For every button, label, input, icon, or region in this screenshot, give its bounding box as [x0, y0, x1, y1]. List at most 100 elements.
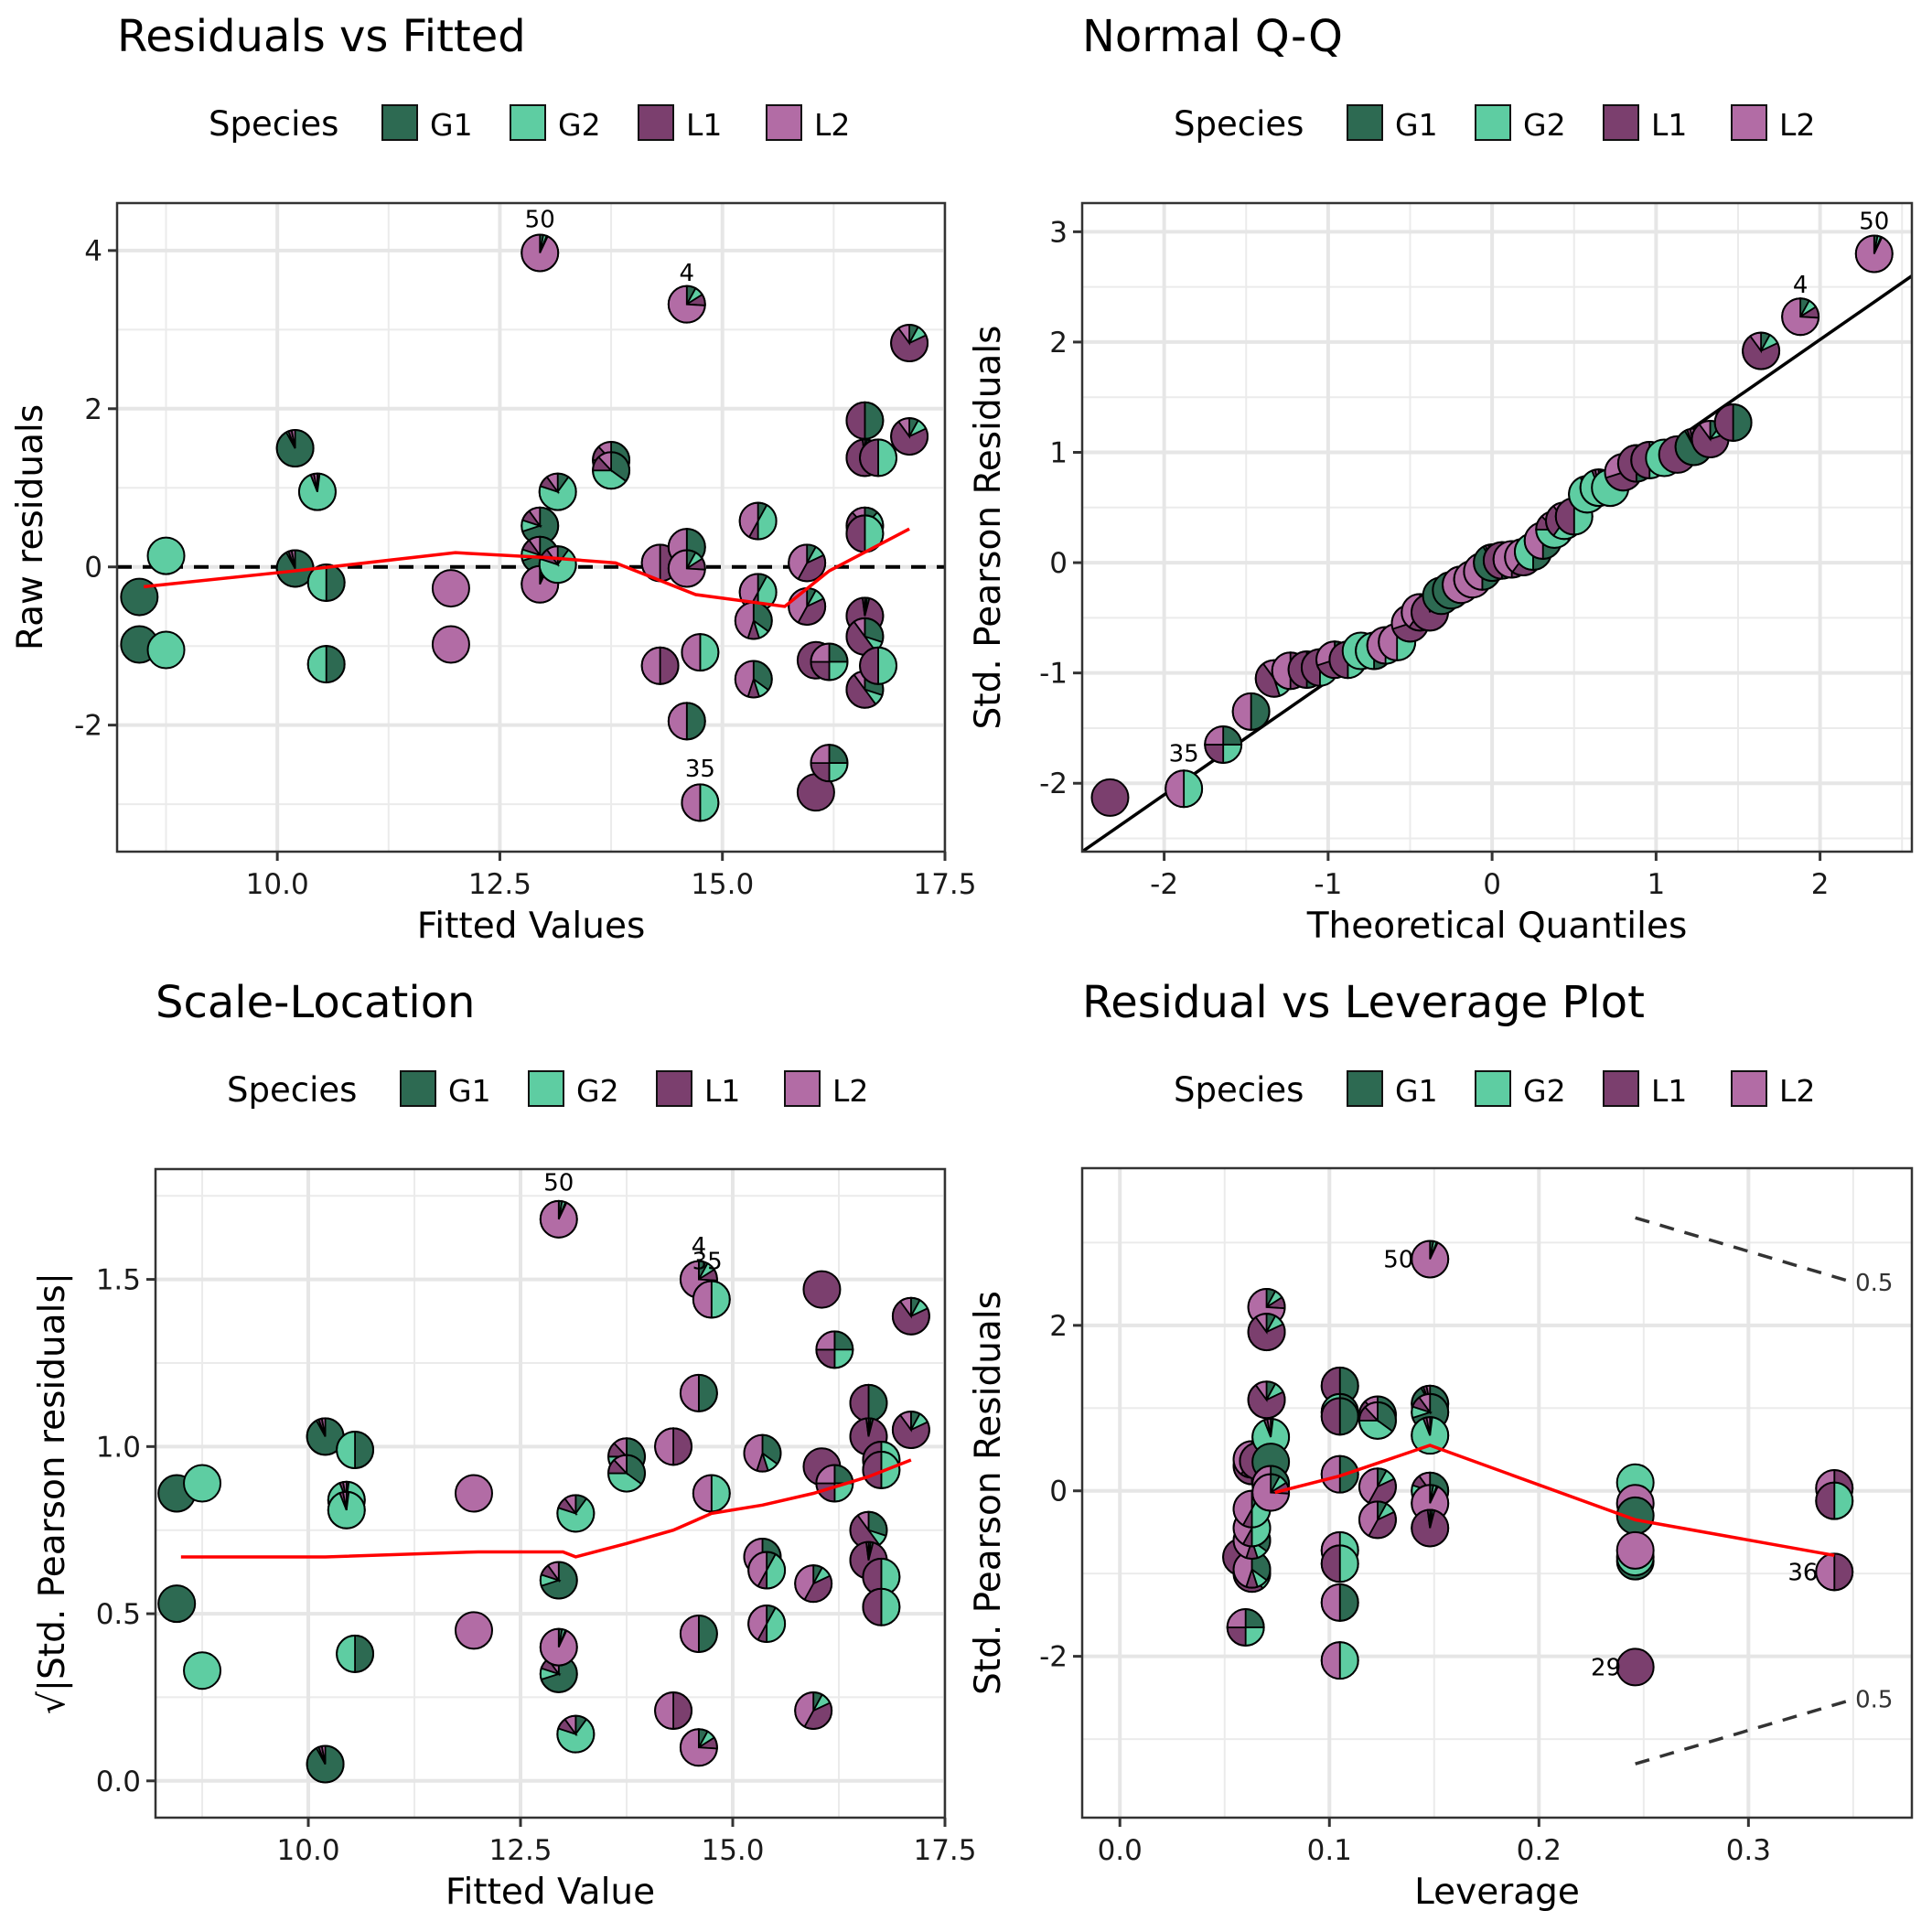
pie-outline [667, 549, 706, 588]
legend-label-g1: G1 [430, 107, 473, 143]
legend-label-g1: G1 [448, 1073, 491, 1109]
data-point [1247, 1380, 1286, 1420]
legend-label-g1: G1 [1395, 107, 1438, 143]
data-point [1615, 1530, 1655, 1570]
point-id-label: 50 [543, 1170, 574, 1197]
pie-outline [336, 1430, 375, 1469]
pie-outline [1411, 1508, 1450, 1548]
data-point [454, 1474, 493, 1513]
pie-outline [859, 438, 898, 478]
pie-outline [607, 1454, 647, 1493]
pie-outline [1411, 1240, 1450, 1279]
pie-outline [336, 1634, 375, 1673]
pie-outline [862, 1450, 901, 1489]
pie-outline [667, 702, 706, 741]
y-tick-label: 1 [1049, 437, 1068, 470]
pie-outline [538, 545, 577, 585]
pie-slice-l1 [802, 1270, 842, 1309]
data-point [592, 451, 631, 490]
data-point [1320, 1397, 1359, 1436]
x-tick-label: 0 [1483, 868, 1501, 901]
legend-label-l1: L1 [1651, 107, 1687, 143]
panel-p1: Residuals vs Fitted Species G1 G2 L1 L2 50 4 35 1… [10, 11, 977, 947]
plot-area: 0.5 0.5 50 29 36 [1222, 1216, 1893, 1766]
legend-swatch-l2 [766, 104, 802, 141]
data-point [681, 633, 720, 672]
y-tick-label: -2 [74, 710, 102, 743]
point-id-label: 4 [1793, 272, 1809, 299]
data-point [454, 1611, 493, 1650]
data-point [1251, 1473, 1291, 1512]
x-axis-label: Leverage [1414, 1872, 1580, 1913]
panel-border [154, 1167, 947, 1819]
legend-label-g2: G2 [1523, 107, 1566, 143]
data-point [1615, 1648, 1655, 1687]
x-axis-label: Theoretical Quantiles [1306, 906, 1688, 947]
pie-outline [539, 1627, 578, 1667]
pie-slice-g1 [157, 1584, 197, 1624]
legend-swatch-l2 [784, 1070, 821, 1107]
data-point [306, 645, 346, 684]
legend-swatch-g1 [381, 104, 418, 141]
legend-label-g2: G2 [558, 107, 601, 143]
x-tick-label: 2 [1811, 868, 1830, 901]
data-point [1411, 1240, 1450, 1279]
legend-swatch-g2 [510, 104, 546, 141]
pie-outline [743, 1433, 782, 1473]
data-point [1358, 1401, 1397, 1440]
data-point [1204, 725, 1243, 765]
pie-slice-l1 [1615, 1648, 1655, 1687]
pie-slice-g2 [183, 1464, 222, 1503]
pie-outline [1231, 692, 1271, 731]
chart-title: Normal Q-Q [1082, 11, 1343, 62]
legend-swatch-g1 [400, 1070, 436, 1107]
pie-slice-l2 [431, 625, 470, 664]
cooks-distance-lower [1635, 1697, 1854, 1766]
pie-outline [1320, 1641, 1359, 1680]
panel-border [1080, 1166, 1914, 1819]
point-id-label: 4 [680, 260, 695, 287]
legend: Species G1 G2 L1 L2 [1174, 104, 1815, 144]
pie-slice-l1 [1090, 778, 1130, 817]
legend-swatch-l2 [1731, 1070, 1767, 1107]
point-id-label: 29 [1591, 1654, 1621, 1681]
point-id-label: 50 [1859, 208, 1889, 235]
cooks-distance-label: 0.5 [1855, 1270, 1893, 1297]
data-point [794, 1564, 833, 1604]
data-point [738, 501, 778, 541]
data-point [667, 284, 706, 324]
pie-outline [592, 451, 631, 490]
pie-outline [1226, 1607, 1265, 1647]
data-point [275, 429, 315, 468]
data-point [556, 1494, 596, 1533]
y-tick-label: -1 [1039, 658, 1068, 691]
legend-swatch-l1 [638, 104, 674, 141]
data-point [1742, 331, 1781, 370]
pie-outline [794, 1691, 833, 1731]
pie-outline [521, 233, 560, 273]
data-point [1358, 1467, 1397, 1507]
legend-label-l2: L2 [1779, 107, 1815, 143]
legend: Species G1 G2 L1 L2 [1174, 1070, 1815, 1110]
data-point [849, 1510, 888, 1550]
data-point [747, 1605, 787, 1644]
data-point [1358, 1500, 1397, 1540]
legend-title: Species [1174, 1070, 1304, 1110]
data-point [1411, 1416, 1450, 1455]
data-point [681, 783, 720, 822]
pie-slice-g2 [146, 630, 186, 670]
data-point [539, 1199, 578, 1239]
data-point [667, 549, 706, 588]
x-tick-label: 15.0 [701, 1834, 764, 1867]
pie-outline [1713, 402, 1753, 442]
legend-label-l2: L2 [1779, 1073, 1815, 1109]
pie-outline [1251, 1473, 1291, 1512]
pie-outline [1320, 1454, 1359, 1494]
legend-label-l2: L2 [814, 107, 850, 143]
y-tick-label: 3 [1049, 216, 1068, 249]
data-point [1411, 1508, 1450, 1548]
pie-outline [815, 1464, 854, 1503]
point-id-label: 4 [692, 1233, 707, 1261]
data-point [556, 1714, 596, 1754]
legend-swatch-g1 [1347, 104, 1383, 141]
